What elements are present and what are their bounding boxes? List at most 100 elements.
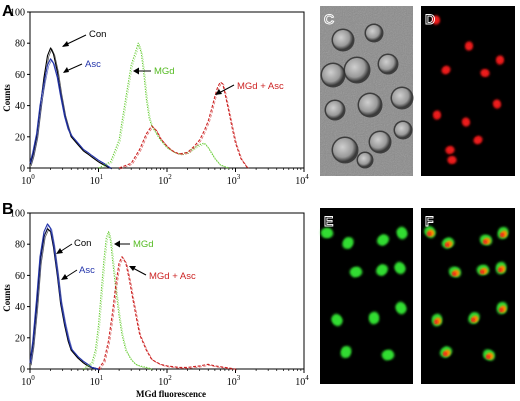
fluorescent-spot bbox=[498, 267, 502, 271]
fluorescent-spot bbox=[325, 229, 334, 238]
fluorescent-spot bbox=[482, 240, 486, 243]
fluorescent-spot bbox=[494, 99, 500, 105]
annotation-label-mgd-b: MGd bbox=[133, 239, 154, 250]
fluorescent-spot bbox=[349, 268, 358, 276]
cell-body bbox=[370, 132, 390, 152]
y-tick-label-a: 80 bbox=[15, 39, 25, 50]
cell-body bbox=[392, 88, 412, 108]
annotation-label-asc-a: Asc bbox=[85, 59, 101, 70]
fluorescent-spot bbox=[398, 231, 407, 240]
fluorescent-spot bbox=[434, 319, 438, 323]
histogram-panel-b: B 0 20 40 60 80 100 100 101 102 103 104 Counts MGd… bbox=[2, 201, 309, 399]
fluorescent-spot bbox=[333, 318, 342, 327]
fluorescent-spot bbox=[444, 66, 451, 73]
fluorescent-spot bbox=[381, 235, 390, 243]
fluorescent-spot bbox=[500, 308, 503, 311]
fluorescent-spot bbox=[502, 230, 507, 236]
image-letter-c: C bbox=[324, 11, 334, 27]
annotation-mgd-asc-a: MGd + Asc bbox=[215, 81, 284, 95]
series-line-trace-b bbox=[84, 232, 154, 371]
annotation-mgd-a: MGd bbox=[133, 66, 175, 77]
y-tick-label-b: 40 bbox=[15, 302, 25, 313]
annotation-label-mgd-a: MGd bbox=[154, 66, 175, 77]
y-tick-label-b: 60 bbox=[15, 271, 25, 282]
fluorescent-spot bbox=[480, 69, 487, 76]
fluorescent-spot bbox=[396, 266, 405, 275]
histogram-panel-a: A 0 20 40 60 80 100 100 101 102 103 104 Counts Con… bbox=[2, 3, 309, 187]
fluorescent-spot bbox=[446, 350, 451, 355]
annotation-mgd-asc-b: MGd + Asc bbox=[129, 266, 196, 282]
x-tick-label-a: 103 bbox=[227, 173, 241, 187]
annotation-label-mgd-asc-a: MGd + Asc bbox=[237, 81, 284, 92]
fluorescent-spot bbox=[471, 319, 474, 322]
fluorescent-spot bbox=[433, 15, 440, 21]
cell-body bbox=[358, 153, 372, 167]
series-line-mgd-a bbox=[98, 42, 230, 169]
series-group-b bbox=[29, 223, 237, 371]
y-axis-label-a: Counts bbox=[2, 84, 12, 112]
cell-body bbox=[379, 55, 397, 73]
series-line-trace-a bbox=[120, 82, 250, 170]
series-line-mgd-b bbox=[82, 231, 152, 370]
fluorescent-spot bbox=[427, 232, 430, 235]
fluorescent-spot bbox=[455, 271, 460, 276]
fluorescent-spot bbox=[501, 233, 504, 236]
panel-letter-a: A bbox=[2, 3, 14, 20]
cell-body bbox=[333, 30, 353, 50]
annotation-con-a: Con bbox=[62, 29, 106, 47]
image-letter-e: E bbox=[324, 213, 333, 229]
series-line-trace-a bbox=[99, 43, 231, 170]
y-tick-label-a: 100 bbox=[10, 8, 25, 19]
fluorescent-spot bbox=[486, 355, 489, 358]
annotation-mgd-b: MGd bbox=[114, 239, 154, 250]
image-letter-d: D bbox=[425, 11, 435, 27]
series-line-trace-b bbox=[99, 257, 237, 371]
series-line-mgd-asc-a bbox=[118, 81, 249, 169]
y-tick-label-b: 0 bbox=[20, 365, 25, 376]
image-panel-e: E bbox=[320, 208, 413, 384]
series-line-asc-a bbox=[29, 58, 111, 169]
x-tick-label-b: 102 bbox=[158, 374, 172, 388]
x-tick-label-a: 104 bbox=[295, 173, 309, 187]
axes-a: 0 20 40 60 80 100 100 101 102 103 104 bbox=[10, 8, 309, 188]
axes-b: 0 20 40 60 80 100 100 101 102 103 104 bbox=[10, 209, 309, 389]
x-tick-label-a: 100 bbox=[21, 173, 35, 187]
cell-body bbox=[359, 94, 381, 116]
fluorescent-spot bbox=[370, 311, 379, 320]
series-line-con-b bbox=[29, 228, 99, 370]
series-line-trace-a bbox=[30, 59, 113, 170]
fluorescent-spot bbox=[449, 147, 455, 153]
cell-body bbox=[345, 58, 369, 82]
panel-letter-b: B bbox=[2, 201, 14, 218]
fluorescent-spot bbox=[497, 55, 504, 62]
image-panel-c: C bbox=[320, 6, 414, 176]
cell-body bbox=[366, 25, 382, 41]
fluorescent-spot bbox=[453, 273, 456, 276]
x-tick-label-a: 102 bbox=[158, 173, 172, 187]
annotation-label-con-a: Con bbox=[89, 29, 106, 40]
fluorescent-spot bbox=[465, 44, 472, 51]
fluorescent-spot bbox=[434, 110, 441, 117]
fluorescent-spot bbox=[479, 270, 483, 274]
y-tick-label-b: 100 bbox=[10, 209, 25, 220]
series-line-trace-b bbox=[30, 224, 100, 371]
series-line-mgd-asc-b bbox=[98, 256, 236, 370]
y-tick-label-a: 20 bbox=[15, 132, 25, 143]
cell-body bbox=[322, 64, 344, 86]
fluorescent-spot bbox=[501, 305, 506, 310]
fluorescent-spot bbox=[451, 157, 457, 164]
y-axis-label-b: Counts bbox=[2, 284, 12, 312]
series-line-trace-b bbox=[30, 229, 100, 371]
fluorescent-spot bbox=[446, 243, 450, 246]
x-tick-label-b: 104 bbox=[295, 374, 309, 388]
fluorescent-spot bbox=[463, 121, 469, 127]
y-tick-label-a: 0 bbox=[20, 164, 25, 175]
annotation-asc-b: Asc bbox=[61, 265, 95, 280]
annotation-label-con-b: Con bbox=[74, 238, 91, 249]
y-tick-label-a: 40 bbox=[15, 101, 25, 112]
series-group-a bbox=[29, 42, 250, 170]
annotation-label-mgd-asc-b: MGd + Asc bbox=[149, 271, 196, 282]
x-tick-label-b: 100 bbox=[21, 374, 35, 388]
cell-body bbox=[333, 138, 357, 162]
